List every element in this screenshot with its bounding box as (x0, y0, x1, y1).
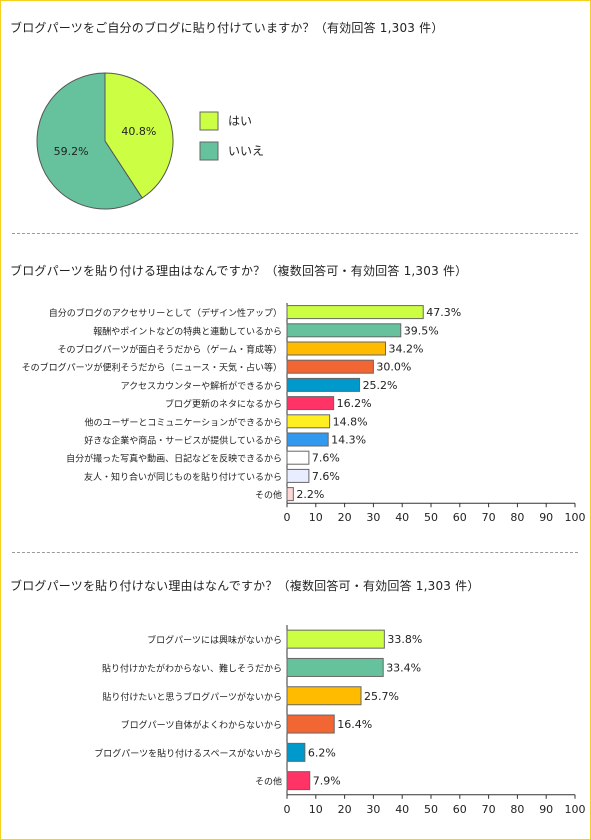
x-tick-label: 10 (309, 803, 323, 816)
bar (286, 305, 424, 320)
data-label: 25.7% (364, 690, 399, 703)
x-tick-label: 80 (510, 803, 524, 816)
x-tick-label: 20 (338, 803, 352, 816)
category-label: ブログパーツ自体がよくわからないから (121, 719, 282, 731)
legend-label: いいえ (228, 144, 264, 158)
category-label: その他 (255, 776, 282, 788)
bar (286, 686, 362, 706)
bar (286, 657, 384, 677)
category-label: ブログパーツには興味がないから (147, 634, 282, 646)
x-tick-label: 60 (453, 803, 467, 816)
category-label: 友人・知り合いが同じものを貼り付けているから (84, 471, 282, 483)
category-label: 好きな企業や商品・サービスが提供しているから (84, 435, 282, 447)
category-label: その他 (255, 489, 282, 501)
pie-slice-label: 40.8% (121, 125, 156, 138)
x-tick-label: 20 (338, 511, 352, 524)
bar (286, 487, 294, 502)
x-tick-label: 90 (539, 803, 553, 816)
reasons-chart-title: ブログパーツを貼り付ける理由はなんですか？（複数回答可・有効回答 1,303 件… (10, 264, 468, 278)
bar (286, 377, 361, 392)
data-label: 6.2% (308, 746, 336, 759)
category-label: そのブログパーツが便利そうだから（ニュース・天気・占い等） (22, 362, 282, 374)
section-divider (12, 233, 578, 234)
data-label: 14.3% (331, 434, 366, 447)
not-reasons-chart-title: ブログパーツを貼り付けない理由はなんですか？（複数回答可・有効回答 1,303 … (10, 579, 480, 593)
x-tick-label: 10 (309, 511, 323, 524)
section-divider (12, 552, 578, 553)
data-label: 16.4% (337, 718, 372, 731)
pie-slice (36, 72, 143, 210)
data-label: 2.2% (296, 488, 324, 501)
bar (286, 359, 374, 374)
x-tick-label: 30 (366, 803, 380, 816)
x-tick-label: 70 (482, 803, 496, 816)
bar (286, 414, 331, 429)
x-tick-label: 40 (395, 803, 409, 816)
data-label: 39.5% (404, 324, 439, 337)
category-label: 他のユーザーとコミュニケーションができるから (85, 416, 282, 428)
data-label: 7.6% (312, 470, 340, 483)
category-label: 報酬やポイントなどの特典と連動しているから (93, 325, 282, 337)
bar (286, 341, 386, 356)
x-tick-label: 70 (482, 511, 496, 524)
data-label: 7.6% (312, 452, 340, 465)
legend-label: はい (228, 114, 252, 128)
data-label: 34.2% (388, 343, 423, 356)
x-tick-label: 60 (453, 511, 467, 524)
bar (286, 742, 306, 762)
x-tick-label: 90 (539, 511, 553, 524)
x-tick-label: 0 (284, 511, 291, 524)
data-label: 30.0% (376, 361, 411, 374)
x-tick-label: 40 (395, 511, 409, 524)
bar (286, 714, 335, 734)
bar (286, 432, 329, 447)
category-label: 貼り付けたいと思うブログパーツがないから (102, 691, 282, 703)
category-label: アクセスカウンターや解析ができるから (121, 380, 282, 392)
category-label: 貼り付けかたがわからない、難しそうだから (102, 662, 282, 674)
bar (286, 323, 402, 338)
x-tick-label: 80 (510, 511, 524, 524)
x-tick-label: 100 (565, 803, 586, 816)
x-tick-label: 30 (366, 511, 380, 524)
data-label: 33.4% (386, 661, 421, 674)
x-tick-label: 0 (284, 803, 291, 816)
category-label: 自分が撮った写真や動画、日記などを反映できるから (66, 453, 282, 465)
category-label: そのブログパーツが面白そうだから（ゲーム・育成等） (57, 344, 282, 356)
bar (286, 450, 310, 465)
data-label: 33.8% (387, 633, 422, 646)
x-tick-label: 100 (565, 511, 586, 524)
bar (286, 468, 310, 483)
pie-chart-title: ブログパーツをご自分のブログに貼り付けていますか？（有効回答 1,303 件） (10, 21, 444, 35)
bar (286, 396, 335, 411)
data-label: 16.2% (337, 397, 372, 410)
pie-slice-label: 59.2% (54, 145, 89, 158)
data-label: 14.8% (333, 415, 368, 428)
bar (286, 629, 385, 649)
bar (286, 771, 311, 791)
data-label: 25.2% (363, 379, 398, 392)
x-tick-label: 50 (424, 803, 438, 816)
legend-swatch (199, 141, 219, 161)
legend-swatch (199, 111, 219, 131)
category-label: 自分のブログのアクセサリーとして（デザイン性アップ） (49, 307, 282, 319)
category-label: ブログ更新のネタになるから (165, 398, 282, 410)
x-tick-label: 50 (424, 511, 438, 524)
data-label: 47.3% (426, 306, 461, 319)
category-label: ブログパーツを貼り付けるスペースがないから (94, 747, 282, 759)
data-label: 7.9% (313, 775, 341, 788)
